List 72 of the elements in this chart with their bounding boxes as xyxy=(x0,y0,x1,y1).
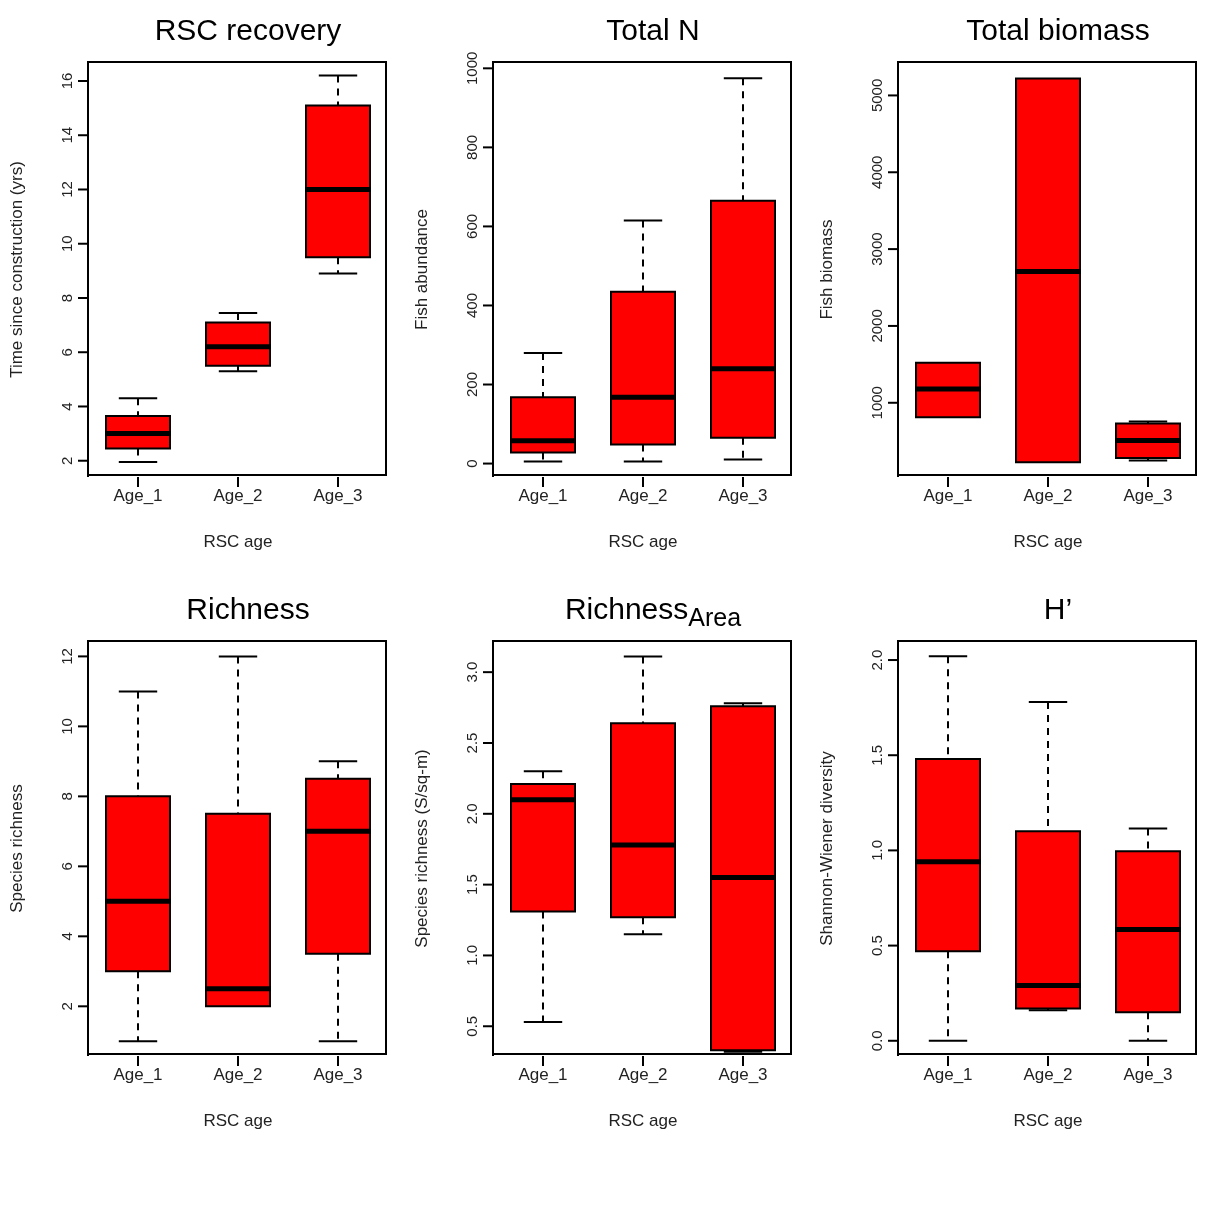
x-tick-label: Age_2 xyxy=(213,1065,263,1085)
x-axis-title: RSC age xyxy=(608,532,678,551)
y-tick-label: 8 xyxy=(58,792,75,801)
y-tick-label: 4 xyxy=(58,402,75,411)
y-tick-label: 1000 xyxy=(463,51,480,86)
chart-title: RSC recovery xyxy=(153,12,343,48)
x-tick-label: Age_3 xyxy=(718,1065,768,1085)
y-tick-label: 3.0 xyxy=(463,661,480,683)
x-tick-label: Age_1 xyxy=(923,1065,973,1085)
y-tick-label: 800 xyxy=(463,134,480,160)
y-tick-label: 0.5 xyxy=(868,935,885,957)
y-tick-label: 4 xyxy=(58,932,75,941)
y-axis-title: Fish abundance xyxy=(412,209,432,330)
x-tick-label: Age_3 xyxy=(718,486,768,506)
y-tick-label: 14 xyxy=(58,126,75,144)
y-tick-label: 0.5 xyxy=(463,1015,480,1037)
x-axis-title: RSC age xyxy=(1013,532,1083,551)
y-tick-label: 2.0 xyxy=(868,649,885,671)
y-tick-label: 6 xyxy=(58,348,75,357)
x-axis-title: RSC age xyxy=(203,1111,273,1130)
chart-title: Total biomass xyxy=(965,12,1151,48)
y-tick-label: 1.0 xyxy=(868,839,885,861)
y-tick-label: 2 xyxy=(58,456,75,465)
chart-title: Total N xyxy=(605,12,701,48)
x-tick-label: Age_3 xyxy=(1123,486,1173,506)
x-tick-label: Age_2 xyxy=(618,486,668,506)
x-axis-title: RSC age xyxy=(203,532,273,551)
x-tick-label: Age_2 xyxy=(213,486,263,506)
x-tick-label: Age_2 xyxy=(1023,1065,1073,1085)
y-axis-title: Species richness xyxy=(7,784,27,913)
y-tick-label: 1.5 xyxy=(868,744,885,766)
y-tick-label: 2000 xyxy=(868,309,885,343)
y-tick-label: 8 xyxy=(58,293,75,303)
x-tick-label: Age_2 xyxy=(1023,486,1073,506)
y-tick-label: 10 xyxy=(58,235,75,253)
y-axis-title: Time since construction (yrs) xyxy=(7,161,27,378)
y-tick-label: 2.0 xyxy=(463,803,480,825)
y-tick-label: 3000 xyxy=(868,232,885,266)
y-tick-label: 0 xyxy=(463,459,480,468)
y-tick-label: 2.5 xyxy=(463,732,480,754)
y-tick-label: 1.5 xyxy=(463,874,480,896)
chart-title: Richness$_{Area}$ xyxy=(563,591,743,631)
x-tick-label: Age_1 xyxy=(113,1065,163,1085)
y-axis-title: Species richness (S/sq-m) xyxy=(412,749,432,948)
y-tick-label: 200 xyxy=(463,372,480,398)
x-axis-title: RSC age xyxy=(1013,1111,1083,1130)
chart-title: Richness xyxy=(185,591,311,627)
x-tick-label: Age_1 xyxy=(518,486,568,506)
y-axis-title: Fish biomass xyxy=(817,219,837,320)
x-tick-label: Age_1 xyxy=(518,1065,568,1085)
x-tick-label: Age_2 xyxy=(618,1065,668,1085)
y-tick-label: 0.0 xyxy=(868,1030,885,1052)
y-tick-label: 6 xyxy=(58,862,75,871)
x-tick-label: Age_1 xyxy=(923,486,973,506)
y-tick-label: 10 xyxy=(58,718,75,735)
y-tick-label: 12 xyxy=(58,648,75,665)
y-tick-label: 1000 xyxy=(868,386,885,420)
y-tick-label: 4000 xyxy=(868,155,885,189)
y-tick-label: 5000 xyxy=(868,78,885,113)
y-tick-label: 600 xyxy=(463,213,480,239)
y-tick-label: 2 xyxy=(58,1002,75,1011)
y-tick-label: 12 xyxy=(58,181,75,198)
chart-title: H’ xyxy=(1042,591,1074,627)
x-tick-label: Age_3 xyxy=(313,486,363,506)
y-tick-label: 400 xyxy=(463,292,480,318)
y-tick-label: 16 xyxy=(58,72,75,90)
x-tick-label: Age_3 xyxy=(1123,1065,1173,1085)
x-tick-label: Age_1 xyxy=(113,486,163,506)
x-tick-label: Age_3 xyxy=(313,1065,363,1085)
y-axis-title: Shannon-Wiener diversity xyxy=(817,750,837,946)
x-axis-title: RSC age xyxy=(608,1111,678,1130)
y-tick-label: 1.0 xyxy=(463,945,480,966)
